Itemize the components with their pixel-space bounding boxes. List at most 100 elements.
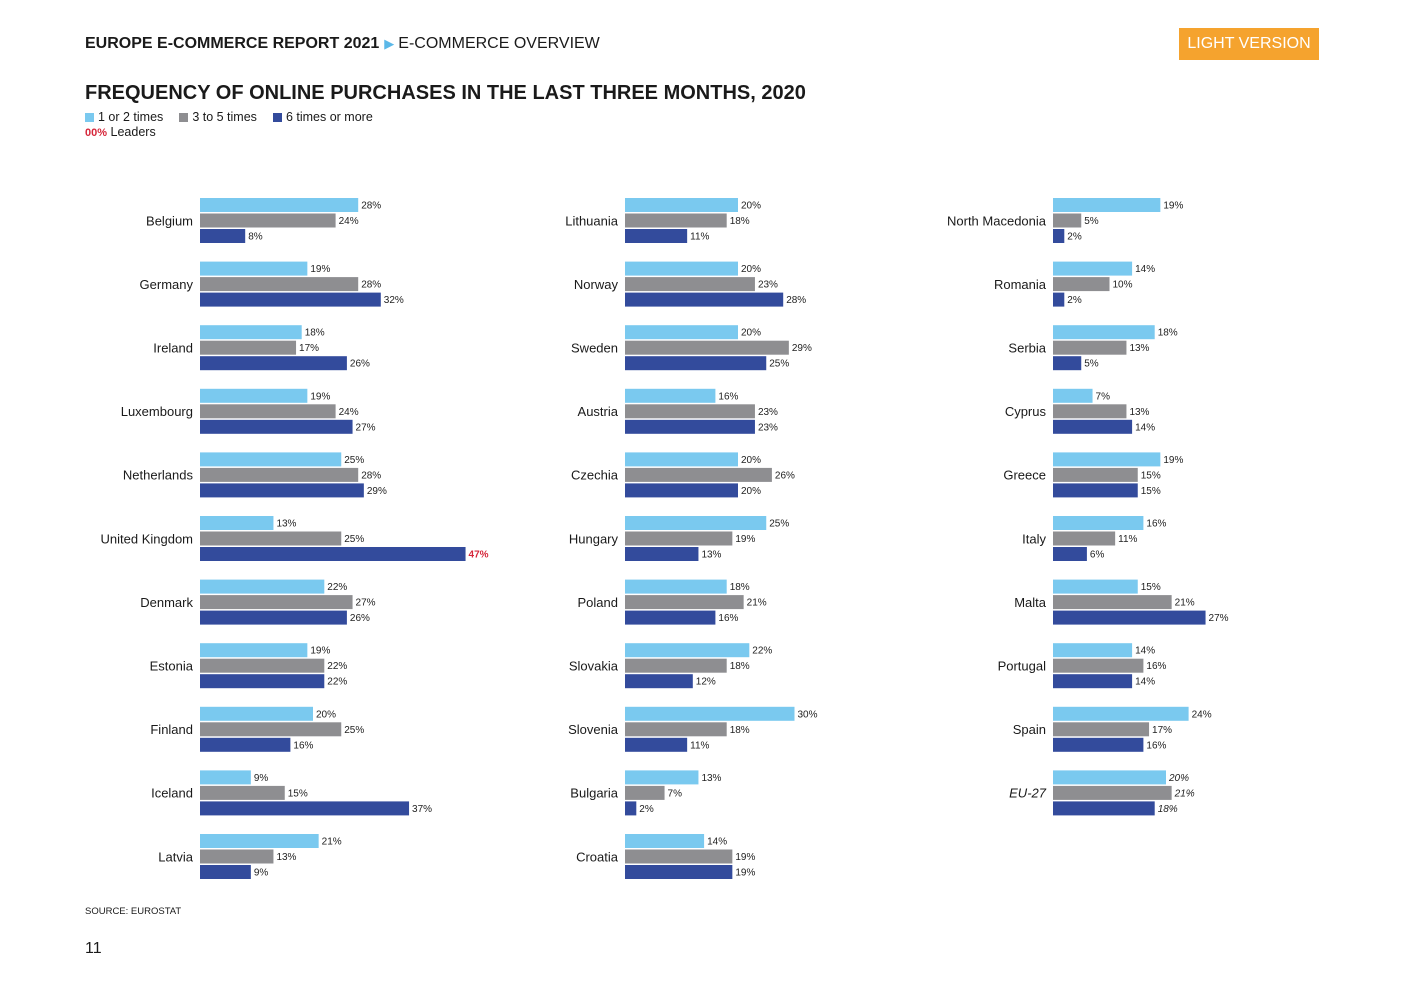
country-label-netherlands: Netherlands bbox=[123, 468, 194, 483]
bar-estonia-s2 bbox=[200, 658, 325, 673]
bar-belgium-s1 bbox=[200, 198, 359, 212]
value-label-luxembourg-s1: 19% bbox=[310, 391, 330, 402]
country-label-slovenia: Slovenia bbox=[568, 722, 619, 737]
country-label-latvia: Latvia bbox=[158, 849, 193, 864]
country-label-poland: Poland bbox=[578, 595, 618, 610]
bar-iceland-s3 bbox=[200, 801, 410, 816]
value-label-bulgaria-s3: 2% bbox=[639, 804, 654, 815]
country-label-bulgaria: Bulgaria bbox=[570, 786, 618, 801]
country-label-germany: Germany bbox=[140, 277, 194, 292]
bar-belgium-s2 bbox=[200, 213, 336, 228]
country-label-austria: Austria bbox=[578, 404, 619, 419]
bar-hungary-s1 bbox=[625, 516, 767, 530]
country-label-portugal: Portugal bbox=[998, 658, 1047, 673]
bar-latvia-s2 bbox=[200, 849, 274, 864]
value-label-malta-s2: 21% bbox=[1175, 598, 1195, 609]
value-label-czechia-s2: 26% bbox=[775, 470, 795, 481]
value-label-germany-s2: 28% bbox=[361, 280, 381, 291]
value-label-denmark-s3: 26% bbox=[350, 613, 370, 624]
bar-slovakia-s2 bbox=[625, 658, 727, 673]
bar-bulgaria-s2 bbox=[625, 785, 665, 800]
bar-spain-s3 bbox=[1053, 737, 1144, 752]
bar-cyprus-s2 bbox=[1053, 404, 1127, 419]
value-label-belgium-s3: 8% bbox=[248, 232, 263, 243]
value-label-sweden-s3: 25% bbox=[769, 359, 789, 370]
value-label-latvia-s2: 13% bbox=[276, 852, 296, 863]
value-label-hungary-s2: 19% bbox=[735, 534, 755, 545]
value-label-sweden-s1: 20% bbox=[741, 328, 761, 339]
value-label-ireland-s1: 18% bbox=[305, 328, 325, 339]
country-label-slovakia: Slovakia bbox=[569, 658, 619, 673]
play-arrow-icon: ▶ bbox=[384, 36, 395, 51]
bar-portugal-s1 bbox=[1053, 643, 1133, 658]
bar-serbia-s3 bbox=[1053, 356, 1082, 371]
bar-estonia-s3 bbox=[200, 674, 325, 689]
value-label-north-macedonia-s3: 2% bbox=[1067, 232, 1082, 243]
bar-lithuania-s1 bbox=[625, 198, 738, 212]
value-label-cyprus-s2: 13% bbox=[1129, 407, 1149, 418]
country-label-iceland: Iceland bbox=[151, 786, 193, 801]
bar-germany-s2 bbox=[200, 277, 359, 292]
value-label-united-kingdom-s2: 25% bbox=[344, 534, 364, 545]
value-label-sweden-s2: 29% bbox=[792, 343, 812, 354]
bar-malta-s2 bbox=[1053, 595, 1172, 610]
bar-italy-s3 bbox=[1053, 547, 1087, 561]
country-label-norway: Norway bbox=[574, 277, 619, 292]
bar-netherlands-s2 bbox=[200, 467, 359, 482]
bar-netherlands-s3 bbox=[200, 483, 364, 498]
value-label-poland-s1: 18% bbox=[730, 582, 750, 593]
value-label-norway-s1: 20% bbox=[741, 264, 761, 275]
value-label-lithuania-s1: 20% bbox=[741, 201, 761, 212]
value-label-belgium-s1: 28% bbox=[361, 201, 381, 212]
bar-germany-s1 bbox=[200, 261, 308, 276]
value-label-spain-s1: 24% bbox=[1192, 709, 1212, 720]
bar-lithuania-s2 bbox=[625, 213, 727, 228]
bar-finland-s2 bbox=[200, 722, 342, 737]
bar-north-macedonia-s3 bbox=[1053, 229, 1065, 243]
value-label-croatia-s2: 19% bbox=[735, 852, 755, 863]
country-label-lithuania: Lithuania bbox=[565, 213, 619, 228]
country-label-malta: Malta bbox=[1014, 595, 1047, 610]
legend-label: 6 times or more bbox=[285, 110, 373, 124]
page-number: 11 bbox=[85, 940, 102, 957]
value-label-malta-s3: 27% bbox=[1209, 613, 1229, 624]
bar-sweden-s2 bbox=[625, 340, 789, 355]
bar-austria-s1 bbox=[625, 388, 716, 403]
bar-north-macedonia-s1 bbox=[1053, 198, 1161, 212]
bar-romania-s2 bbox=[1053, 277, 1110, 292]
value-label-austria-s1: 16% bbox=[718, 391, 738, 402]
value-label-hungary-s1: 25% bbox=[769, 519, 789, 530]
value-label-eu-27-s3: 18% bbox=[1158, 804, 1178, 815]
bar-north-macedonia-s2 bbox=[1053, 213, 1082, 228]
bar-latvia-s3 bbox=[200, 865, 251, 879]
bar-belgium-s3 bbox=[200, 229, 246, 243]
bar-germany-s3 bbox=[200, 292, 381, 307]
value-label-serbia-s2: 13% bbox=[1129, 343, 1149, 354]
legend-item-3-5: 3 to 5 times bbox=[179, 110, 257, 124]
country-label-sweden: Sweden bbox=[571, 340, 618, 355]
value-label-slovenia-s1: 30% bbox=[798, 709, 818, 720]
value-label-iceland-s1: 9% bbox=[254, 773, 269, 784]
bar-czechia-s3 bbox=[625, 483, 738, 498]
value-label-united-kingdom-s1: 13% bbox=[276, 519, 296, 530]
bar-lithuania-s3 bbox=[625, 229, 688, 243]
bar-sweden-s1 bbox=[625, 325, 738, 340]
bar-iceland-s2 bbox=[200, 785, 285, 800]
value-label-ireland-s2: 17% bbox=[299, 343, 319, 354]
bar-norway-s3 bbox=[625, 292, 784, 307]
value-label-italy-s1: 16% bbox=[1146, 519, 1166, 530]
country-label-serbia: Serbia bbox=[1008, 340, 1046, 355]
country-label-czechia: Czechia bbox=[571, 468, 619, 483]
value-label-serbia-s3: 5% bbox=[1084, 359, 1099, 370]
country-label-united-kingdom: United Kingdom bbox=[101, 531, 194, 546]
legend: 1 or 2 times 3 to 5 times 6 times or mor… bbox=[85, 110, 373, 124]
chart-title: FREQUENCY OF ONLINE PURCHASES IN THE LAS… bbox=[85, 82, 806, 104]
legend-label: 3 to 5 times bbox=[192, 110, 257, 124]
country-label-belgium: Belgium bbox=[146, 213, 193, 228]
value-label-poland-s3: 16% bbox=[718, 613, 738, 624]
value-label-slovenia-s2: 18% bbox=[730, 725, 750, 736]
bar-sweden-s3 bbox=[625, 356, 767, 371]
value-label-netherlands-s3: 29% bbox=[367, 486, 387, 497]
light-version-badge[interactable]: LIGHT VERSION bbox=[1179, 28, 1319, 60]
bar-ireland-s2 bbox=[200, 340, 297, 355]
